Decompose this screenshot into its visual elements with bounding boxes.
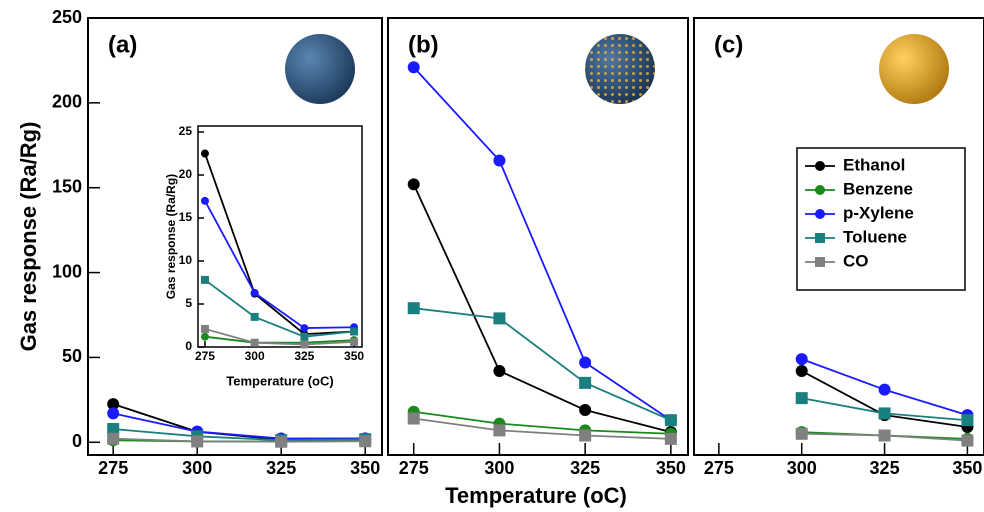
point: [961, 414, 973, 426]
y-tick-label: 20: [179, 167, 193, 181]
x-tick-label: 300: [182, 458, 212, 478]
point: [275, 436, 287, 448]
point: [191, 435, 203, 447]
y-tick-label: 0: [185, 339, 192, 353]
x-tick-label: 350: [344, 349, 364, 363]
x-axis-label: Temperature (oC): [226, 373, 333, 388]
point: [879, 407, 891, 419]
panel-label: (b): [408, 31, 439, 58]
point: [359, 435, 371, 447]
legend-marker: [815, 209, 825, 219]
point: [251, 313, 259, 321]
point: [796, 365, 808, 377]
x-tick-label: 275: [98, 458, 128, 478]
x-axis-label: Temperature (oC): [445, 483, 627, 508]
y-tick-label: 15: [179, 210, 193, 224]
y-tick-label: 50: [62, 346, 82, 366]
x-tick-label: 350: [350, 458, 380, 478]
point: [493, 424, 505, 436]
point: [579, 404, 591, 416]
point: [879, 429, 891, 441]
point: [201, 197, 209, 205]
x-tick-label: 300: [484, 458, 514, 478]
point: [579, 429, 591, 441]
x-tick-label: 350: [656, 458, 686, 478]
point: [961, 435, 973, 447]
point: [350, 328, 358, 336]
y-tick-label: 150: [52, 176, 82, 196]
y-tick-label: 0: [72, 431, 82, 451]
point: [201, 325, 209, 333]
point: [796, 392, 808, 404]
legend-marker: [815, 257, 825, 267]
y-tick-label: 25: [179, 124, 193, 138]
x-tick-label: 300: [787, 458, 817, 478]
x-tick-label: 350: [952, 458, 982, 478]
point: [665, 414, 677, 426]
x-tick-label: 275: [399, 458, 429, 478]
y-axis-label: Gas response (Ra/Rg): [164, 174, 178, 299]
point: [408, 178, 420, 190]
point: [300, 333, 308, 341]
legend-label: p-Xylene: [843, 203, 914, 222]
point: [408, 302, 420, 314]
legend-label: Toluene: [843, 227, 907, 246]
point: [408, 61, 420, 73]
point: [300, 324, 308, 332]
y-tick-label: 100: [52, 261, 82, 281]
point: [251, 289, 259, 297]
x-tick-label: 275: [704, 458, 734, 478]
panel-label: (c): [714, 31, 743, 58]
legend-marker: [815, 233, 825, 243]
legend-label: CO: [843, 251, 869, 270]
point: [796, 428, 808, 440]
y-tick-label: 200: [52, 92, 82, 112]
point: [665, 433, 677, 445]
point: [408, 413, 420, 425]
legend-label: Ethanol: [843, 155, 905, 174]
sphere-image: [285, 34, 355, 104]
point: [350, 338, 358, 346]
point: [879, 384, 891, 396]
legend-marker: [815, 185, 825, 195]
point: [493, 365, 505, 377]
sphere-image: [585, 34, 655, 104]
y-tick-label: 250: [52, 7, 82, 27]
point: [201, 150, 209, 158]
legend-marker: [815, 161, 825, 171]
point: [107, 433, 119, 445]
figure: 275300325350050100150200250(a)Gas respon…: [0, 0, 984, 512]
point: [201, 276, 209, 284]
x-tick-label: 325: [570, 458, 600, 478]
point: [300, 340, 308, 348]
y-axis-label: Gas response (Ra/Rg): [16, 122, 41, 352]
point: [251, 339, 259, 347]
sphere-image: [879, 34, 949, 104]
point: [493, 312, 505, 324]
point: [579, 357, 591, 369]
point: [107, 407, 119, 419]
y-tick-label: 10: [179, 253, 193, 267]
point: [493, 155, 505, 167]
series-line: [414, 67, 671, 420]
panel-label: (a): [108, 31, 137, 58]
point: [201, 333, 209, 341]
x-tick-label: 325: [294, 349, 314, 363]
point: [796, 353, 808, 365]
x-tick-label: 325: [870, 458, 900, 478]
x-tick-label: 300: [245, 349, 265, 363]
series-line: [414, 308, 671, 420]
x-tick-label: 325: [266, 458, 296, 478]
y-tick-label: 5: [185, 296, 192, 310]
point: [579, 377, 591, 389]
x-tick-label: 275: [195, 349, 215, 363]
legend-label: Benzene: [843, 179, 913, 198]
